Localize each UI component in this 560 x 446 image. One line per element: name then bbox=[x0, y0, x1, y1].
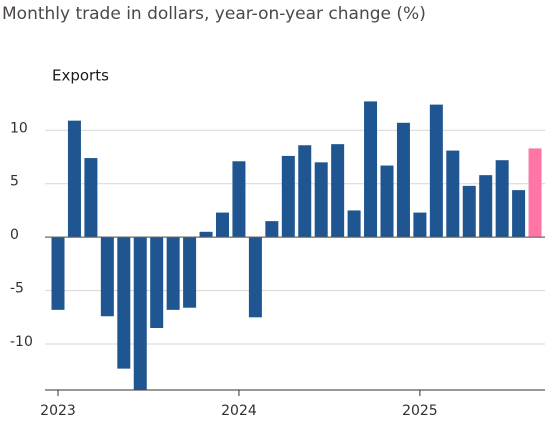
bar bbox=[100, 237, 114, 317]
bar bbox=[528, 148, 542, 238]
bar bbox=[512, 190, 526, 238]
bar bbox=[413, 212, 427, 238]
bar bbox=[67, 120, 81, 238]
x-tick-label: 2024 bbox=[221, 403, 257, 419]
bar bbox=[281, 155, 295, 238]
chart-subtitle: Exports bbox=[52, 67, 109, 85]
y-tick-label: -10 bbox=[10, 334, 33, 350]
bar bbox=[347, 210, 361, 238]
bar bbox=[150, 237, 164, 329]
bar bbox=[216, 212, 229, 238]
bar bbox=[396, 122, 410, 238]
x-tick-label: 2025 bbox=[402, 403, 438, 419]
y-tick-label: 5 bbox=[10, 174, 19, 190]
bar bbox=[199, 231, 213, 238]
chart-title: Monthly trade in dollars, year-on-year c… bbox=[2, 4, 426, 24]
bar bbox=[429, 104, 443, 238]
bar bbox=[166, 237, 180, 310]
x-tick-label: 2023 bbox=[40, 403, 76, 419]
bar bbox=[265, 221, 279, 238]
bar bbox=[51, 237, 65, 310]
y-tick-label: 10 bbox=[10, 120, 28, 136]
bar bbox=[248, 237, 262, 318]
bar bbox=[446, 150, 460, 238]
bar bbox=[133, 237, 147, 390]
bar bbox=[462, 185, 476, 238]
bar bbox=[331, 144, 345, 238]
bar bbox=[298, 145, 312, 238]
y-tick-label: 0 bbox=[10, 227, 19, 243]
bar bbox=[495, 160, 509, 238]
y-tick-label: -5 bbox=[10, 281, 24, 297]
bar bbox=[117, 237, 131, 369]
bar bbox=[380, 165, 394, 238]
bar bbox=[183, 237, 197, 308]
bar bbox=[232, 161, 246, 238]
bar bbox=[479, 175, 493, 238]
bar bbox=[84, 158, 98, 238]
bar bbox=[314, 162, 328, 238]
bar bbox=[364, 101, 378, 238]
